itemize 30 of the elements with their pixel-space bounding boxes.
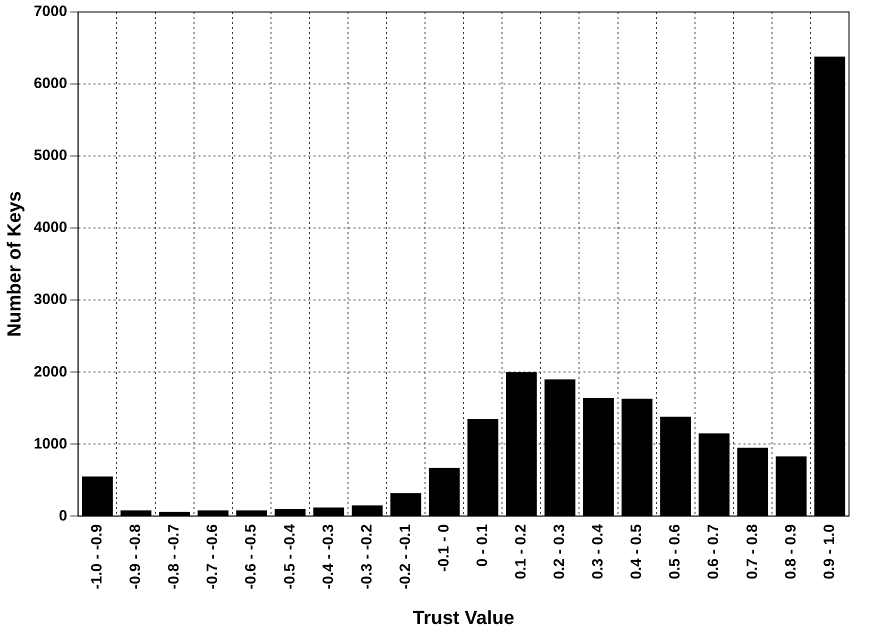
x-tick-label: 0 - 0.1 [474, 524, 491, 567]
x-tick-label: 0.1 - 0.2 [512, 524, 530, 580]
x-tick-label: -0.3 - -0.2 [358, 524, 376, 590]
y-tick-label: 2000 [34, 363, 68, 380]
x-tick-label: 0.6 - 0.7 [705, 524, 722, 580]
y-tick-label: 0 [58, 507, 68, 524]
y-tick-label: 5000 [34, 147, 68, 164]
x-tick-label: -0.5 - -0.4 [281, 524, 298, 590]
x-tick-label: 0.5 - 0.6 [666, 524, 684, 580]
x-tick-label: 0.8 - 0.9 [782, 524, 800, 580]
x-tick-label: -1.0 - -0.9 [88, 524, 106, 590]
y-tick-label: 4000 [34, 219, 68, 236]
y-axis-title: Number of Keys [4, 191, 26, 337]
y-tick-label: 6000 [34, 75, 68, 92]
x-axis-title: Trust Value [412, 608, 514, 629]
x-tick-label: -0.2 - -0.1 [396, 524, 414, 590]
y-tick-label: 7000 [34, 3, 68, 20]
x-tick-label: -0.8 - -0.7 [166, 524, 183, 590]
x-tick-label: 0.4 - 0.5 [628, 524, 646, 580]
x-tick-label: -0.9 - -0.8 [127, 524, 144, 590]
x-tick-label: -0.7 - -0.6 [204, 524, 222, 590]
y-tick-label: 3000 [34, 291, 68, 308]
x-tick-label: 0.3 - 0.4 [590, 524, 607, 580]
x-tick-label: 0.7 - 0.8 [744, 524, 761, 580]
x-tick-label: 0.2 - 0.3 [551, 524, 568, 580]
x-tick-label: -0.4 - -0.3 [320, 524, 337, 590]
x-tick-label: 0.9 - 1.0 [820, 524, 838, 580]
x-tick-label: -0.1 - 0 [435, 524, 452, 572]
x-tick-label: -0.6 - -0.5 [242, 524, 260, 590]
y-tick-label: 1000 [34, 435, 68, 452]
